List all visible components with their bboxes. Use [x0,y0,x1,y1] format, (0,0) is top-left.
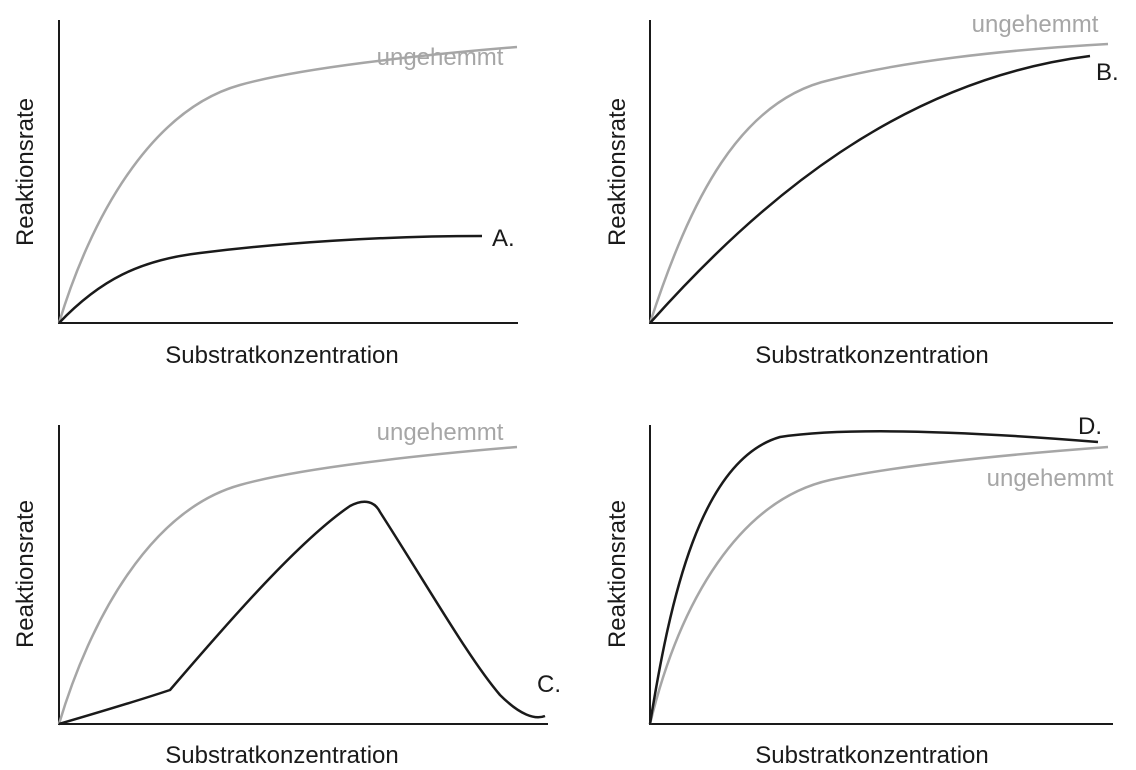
panel: ungehemmt A. Substratkonzentration Reakt… [12,20,518,369]
y-axis-label: Reaktionsrate [604,98,631,246]
inhibited-curve [58,500,546,726]
x-axis-label: Substratkonzentration [165,342,398,369]
inhibited-curve [58,234,483,324]
curve-label: A. [492,225,515,252]
axes [58,425,548,725]
uninhibited-curve [57,445,518,725]
axes [649,20,1113,324]
y-axis-label: Reaktionsrate [12,500,39,648]
panel: ungehemmt B. Substratkonzentration Reakt… [604,11,1119,369]
uninhibited-curve [57,45,518,324]
curve-label: B. [1096,59,1119,86]
uninhibited-label: ungehemmt [987,465,1114,492]
panel: ungehemmt C. Substratkonzentration Reakt… [12,419,561,769]
curve-label: D. [1078,413,1102,440]
uninhibited-curve [648,42,1109,324]
y-axis-label: Reaktionsrate [604,500,631,648]
y-axis-label: Reaktionsrate [12,98,39,246]
uninhibited-label: ungehemmt [377,44,504,71]
x-axis-label: Substratkonzentration [165,742,398,769]
uninhibited-label: ungehemmt [972,11,1099,38]
x-axis-label: Substratkonzentration [755,742,988,769]
inhibited-curve [648,430,1099,725]
curve-label: C. [537,671,561,698]
uninhibited-label: ungehemmt [377,419,504,446]
inhibited-curve [649,54,1091,324]
panel: D. ungehemmt Substratkonzentration Reakt… [604,413,1114,769]
uninhibited-curve [648,445,1109,725]
x-axis-label: Substratkonzentration [755,342,988,369]
